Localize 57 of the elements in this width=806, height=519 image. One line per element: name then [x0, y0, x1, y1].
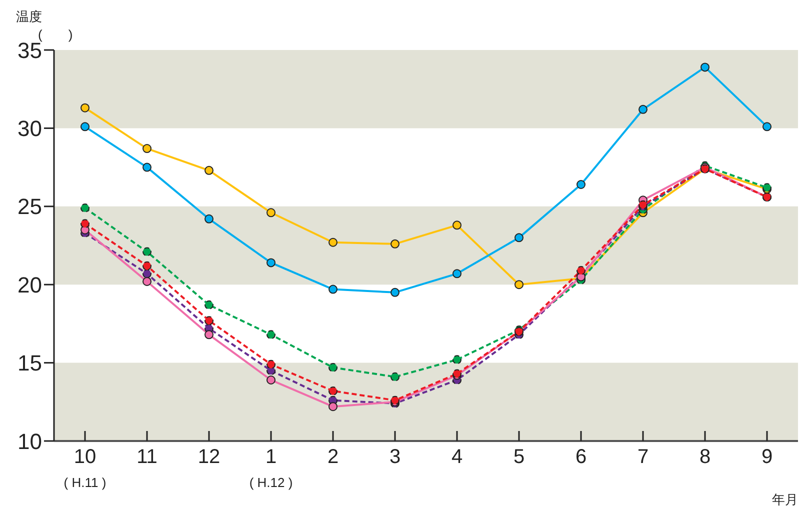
point [328, 238, 338, 247]
y-tick-label: 30 [18, 116, 42, 142]
x-tick-label: 3 [389, 446, 401, 468]
point [452, 220, 462, 230]
point [142, 144, 152, 154]
x-tick-label: 6 [575, 446, 587, 468]
point [390, 288, 400, 297]
point [700, 62, 710, 72]
point [80, 203, 90, 212]
point [142, 276, 152, 286]
point [266, 258, 276, 268]
y-axis-title: 温度 ( ) [16, 8, 73, 42]
y-tick-label: 20 [18, 272, 42, 298]
x-tick-label: 9 [761, 446, 773, 468]
point [576, 266, 586, 276]
point [762, 122, 772, 132]
point [328, 402, 338, 412]
point [576, 180, 586, 190]
x-tick-label: 5 [513, 446, 525, 468]
y-tick-label: 15 [18, 350, 42, 376]
point [390, 372, 400, 382]
point [328, 362, 338, 372]
point [142, 269, 152, 278]
x-tick-label: 1 ( H.12 ) [249, 446, 293, 490]
point [638, 104, 648, 114]
x-tick-label: 4 [451, 446, 463, 468]
point [266, 376, 276, 385]
point [266, 360, 276, 369]
point [452, 355, 462, 364]
point [328, 284, 338, 294]
point [142, 247, 152, 256]
point [514, 280, 524, 290]
point [204, 330, 214, 340]
x-tick-label: 12 [198, 446, 220, 468]
point [514, 233, 524, 242]
x-tick-label: 7 [637, 446, 649, 468]
point [204, 214, 214, 224]
point [390, 239, 400, 248]
x-tick-label: 2 [327, 446, 339, 468]
y-tick-label: 10 [18, 428, 42, 454]
y-tick-label: 25 [18, 194, 42, 220]
x-axis-title: 年月 [772, 491, 798, 509]
point [80, 103, 90, 112]
point [80, 219, 90, 228]
x-tick-label: 11 [136, 446, 158, 468]
point [266, 208, 276, 218]
x-tick-label: 8 [699, 446, 711, 468]
point [204, 316, 214, 326]
point [142, 261, 152, 270]
x-tick-label: 10 ( H.11 ) [64, 446, 106, 490]
point [204, 166, 214, 175]
point [266, 330, 276, 340]
point [204, 300, 214, 310]
point [452, 269, 462, 278]
point [142, 162, 152, 172]
point [328, 386, 338, 396]
point [80, 122, 90, 132]
